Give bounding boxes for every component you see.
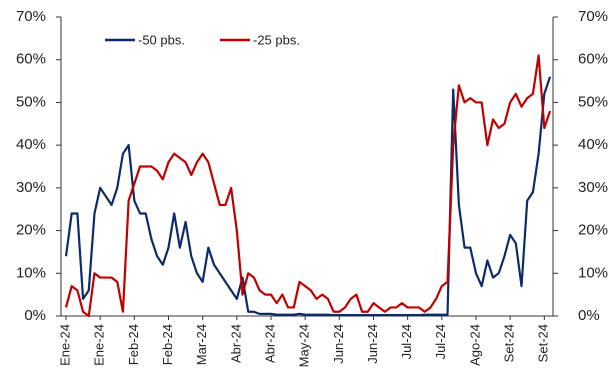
y-tick-label: 60%: [16, 51, 46, 68]
x-tick-label: May-24: [297, 324, 312, 367]
y-tick-label: 40%: [16, 136, 46, 153]
y2-tick-label: 0%: [578, 307, 600, 324]
y-tick-label: 10%: [16, 264, 46, 281]
legend-label: -25 pbs.: [253, 32, 300, 47]
y-tick-label: 20%: [16, 222, 46, 239]
x-tick-label: Abr-24: [228, 324, 243, 363]
x-tick-label: Ene-24: [92, 324, 107, 366]
x-tick-label: Jul-24: [433, 324, 448, 359]
y2-tick-label: 70%: [578, 8, 608, 25]
x-tick-label: Ago-24: [467, 324, 482, 366]
y2-tick-label: 40%: [578, 136, 608, 153]
series-line: [64, 54, 552, 318]
y2-tick-label: 20%: [578, 222, 608, 239]
x-tick-label: Feb-24: [160, 324, 175, 365]
y2-tick-label: 50%: [578, 93, 608, 110]
y2-tick-label: 30%: [578, 179, 608, 196]
series-line: [64, 76, 552, 317]
y-tick-label: 30%: [16, 179, 46, 196]
y-tick-label: 50%: [16, 93, 46, 110]
x-tick-label: Set-24: [536, 324, 551, 362]
x-tick-label: Jun-24: [331, 324, 346, 364]
y2-tick-label: 60%: [578, 51, 608, 68]
x-tick-label: Set-24: [502, 324, 517, 362]
x-tick-label: Ene-24: [57, 324, 72, 366]
y-tick-label: 70%: [16, 8, 46, 25]
x-tick-label: Mar-24: [194, 324, 209, 365]
y-tick-label: 0%: [24, 307, 46, 324]
x-tick-label: Jun-24: [365, 324, 380, 364]
x-tick-label: Feb-24: [126, 324, 141, 365]
legend-label: -50 pbs.: [138, 32, 185, 47]
y2-tick-label: 10%: [578, 264, 608, 281]
x-tick-label: Jul-24: [399, 324, 414, 359]
x-tick-label: Abr-24: [262, 324, 277, 363]
